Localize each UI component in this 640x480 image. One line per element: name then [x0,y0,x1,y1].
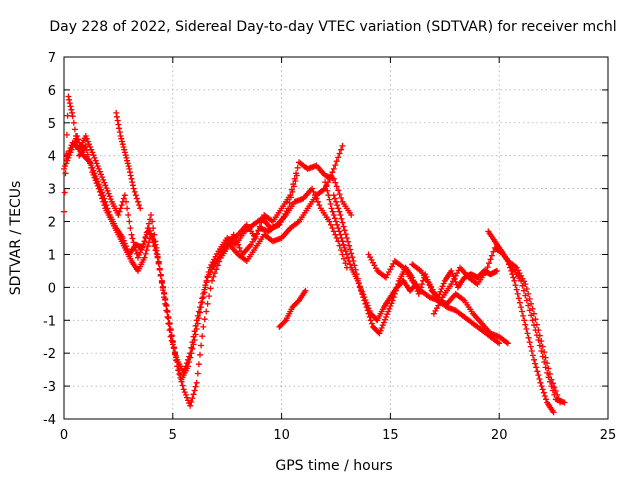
series-markers [322,179,420,324]
x-tick-label: 10 [273,428,290,443]
series-track-f [276,287,309,330]
y-tick-label: -3 [43,380,56,395]
series-track-a [61,93,346,409]
y-tick-label: 6 [48,84,56,99]
series-track-d [113,109,144,212]
x-tick-label: 20 [491,428,508,443]
series-markers [209,159,355,271]
series-track-e [209,159,355,271]
y-tick-label: 4 [48,150,56,165]
series-track-j [409,261,511,347]
series-markers [63,133,300,376]
series-markers [276,287,309,330]
x-tick-label: 5 [169,428,177,443]
y-tick-label: 1 [48,248,56,263]
x-tick-label: 15 [382,428,399,443]
y-tick-label: -1 [43,314,56,329]
y-tick-label: -4 [43,413,56,428]
y-tick-label: 7 [48,51,56,66]
y-tick-label: 0 [48,281,56,296]
series-track-c [63,133,300,376]
y-tick-label: 2 [48,216,56,231]
y-tick-label: 3 [48,183,56,198]
data-series [61,93,568,416]
series-markers [365,251,503,347]
y-tick-label: 5 [48,117,56,132]
plot-frame [63,56,609,420]
series-markers [409,261,511,347]
x-axis-label: GPS time / hours [275,458,392,474]
x-tick-label: 0 [60,428,68,443]
series-track-l [485,228,557,416]
series-markers [113,109,144,212]
axis-ticks: 0 5 10 15 20 25 -4 -3 -2 -1 0 1 2 3 4 5 6 7 [43,51,616,443]
series-track-g [322,179,420,324]
series-markers [485,228,557,416]
series-track-i [365,251,503,347]
series-track-m [496,244,564,406]
y-axis-label: SDTVAR / TECUs [8,181,24,296]
series-markers [496,244,564,406]
y-tick-label: -2 [43,347,56,362]
x-tick-label: 25 [600,428,617,443]
chart-title: Day 228 of 2022, Sidereal Day-to-day VTE… [49,19,616,35]
series-markers [61,93,346,409]
